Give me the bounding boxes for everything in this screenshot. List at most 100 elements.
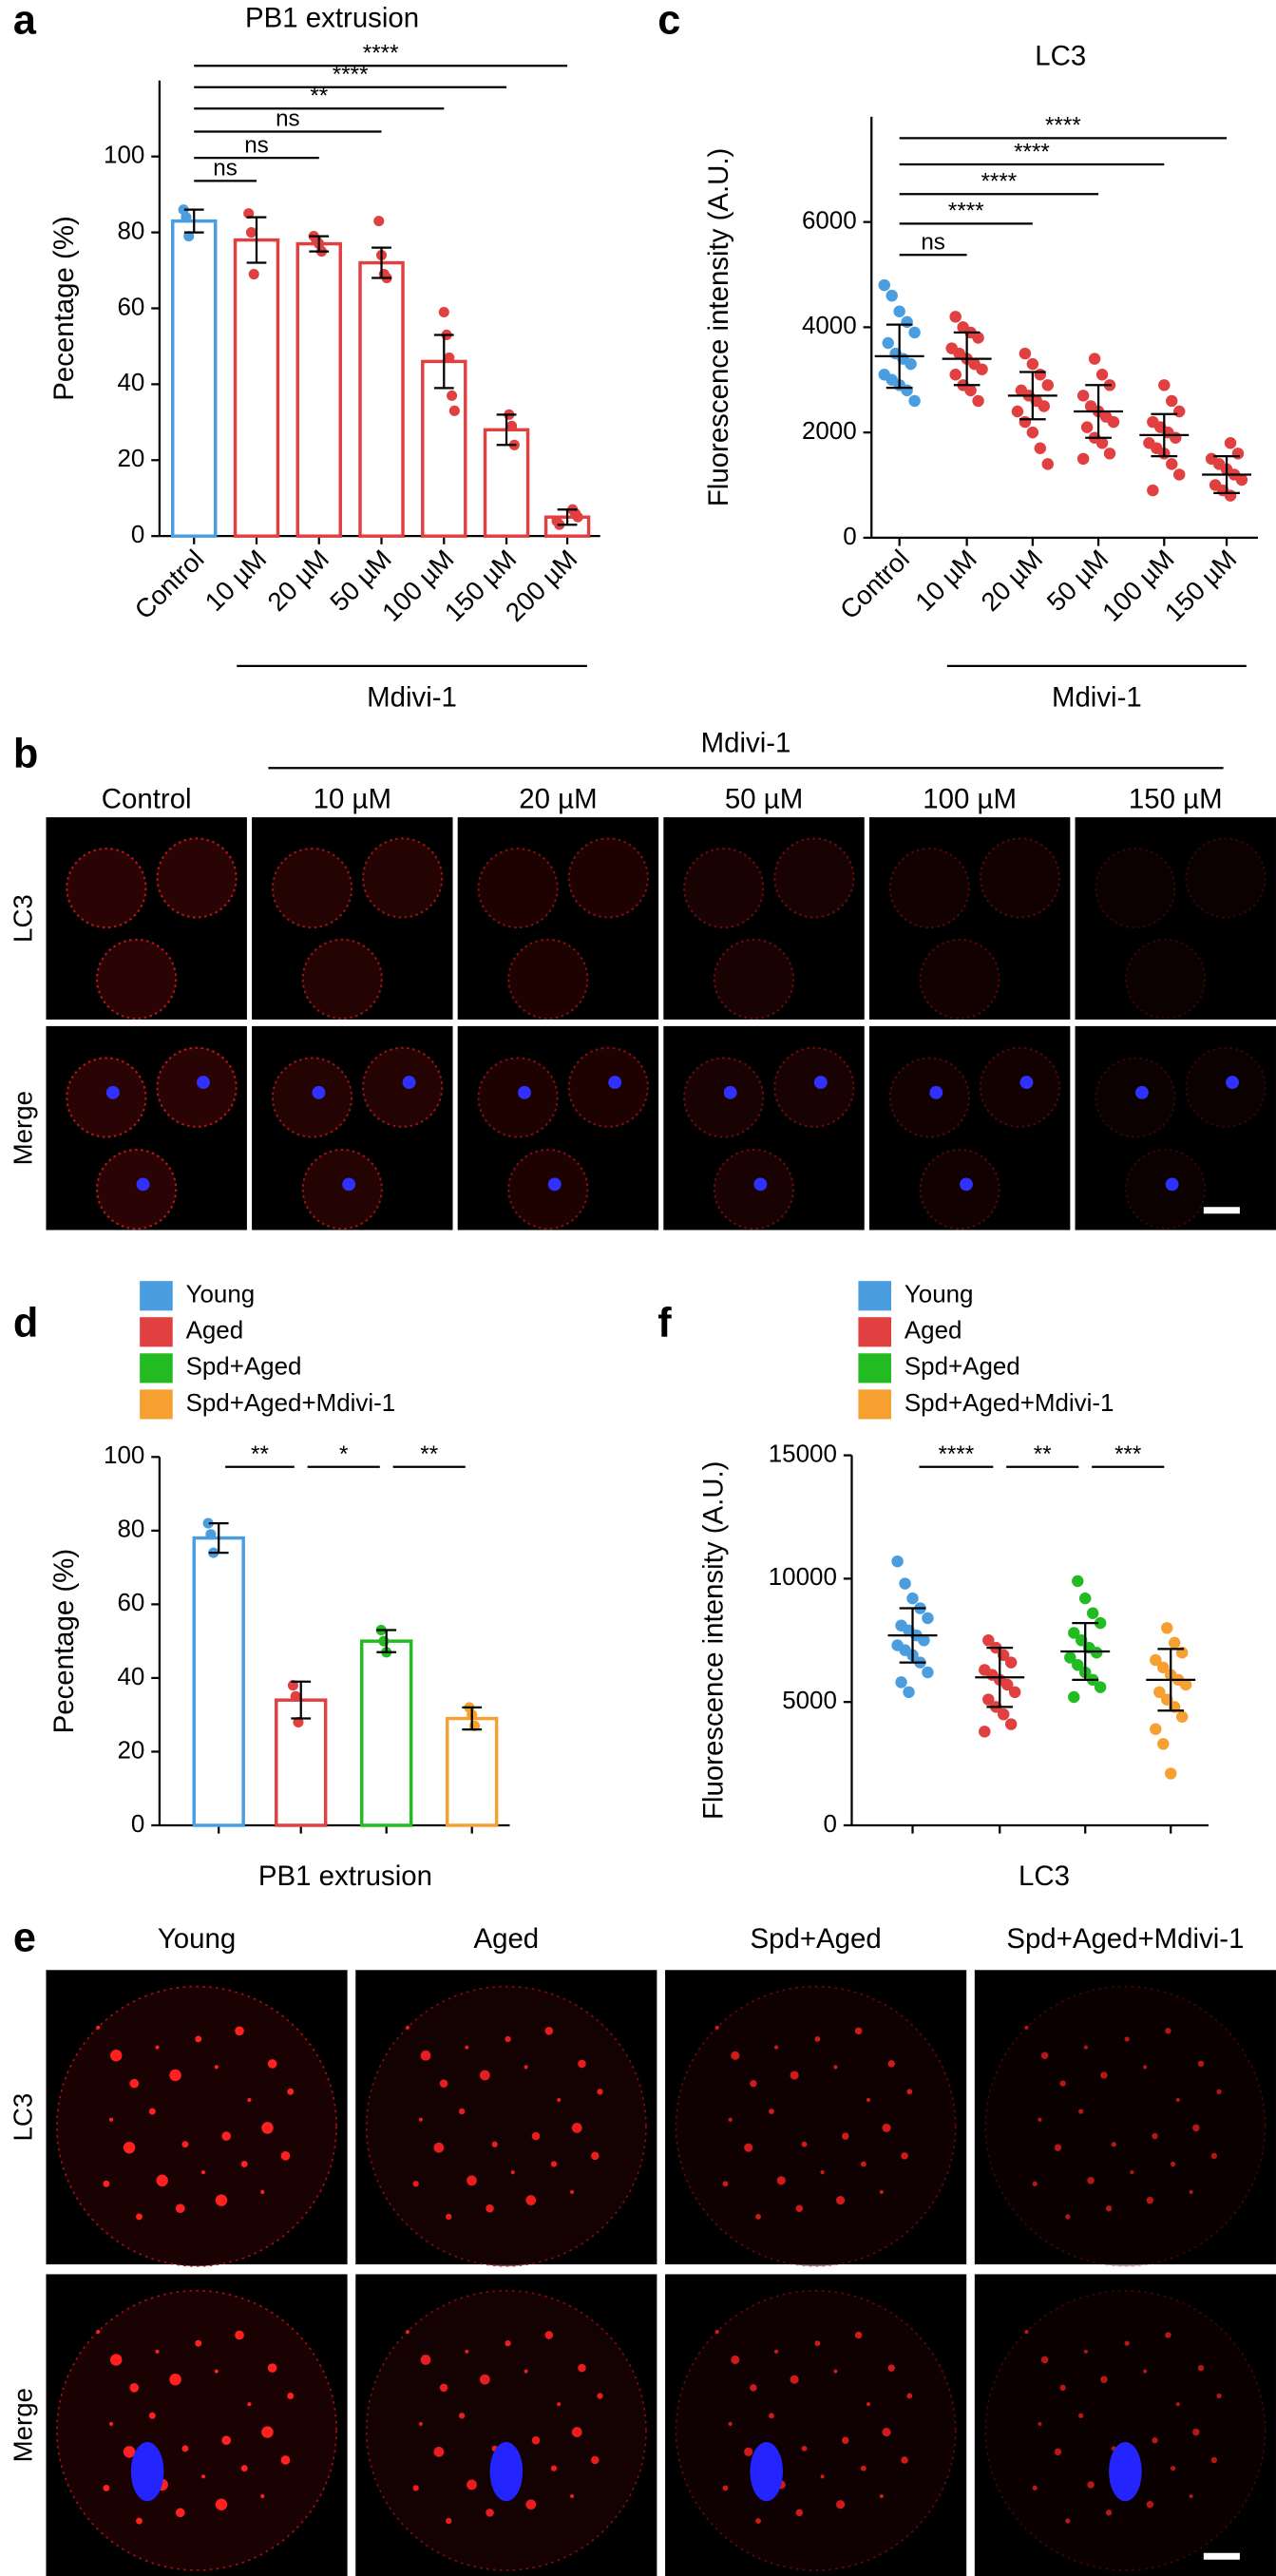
data-point <box>903 1686 915 1699</box>
data-point <box>1068 1627 1080 1639</box>
granule <box>1024 2329 1029 2335</box>
granule <box>597 2089 603 2095</box>
oocyte <box>984 2289 1266 2571</box>
granule <box>836 2500 846 2509</box>
data-point <box>205 1529 217 1540</box>
significance-label: ** <box>251 1441 269 1467</box>
micrograph <box>457 1025 659 1231</box>
cell <box>301 1149 383 1231</box>
y-tick-label: 5000 <box>782 1688 837 1714</box>
granule <box>790 2375 799 2384</box>
granule <box>1143 2369 1148 2374</box>
column-label: Spd+Aged+Mdivi-1 <box>1006 1923 1244 1955</box>
data-point <box>1080 421 1094 433</box>
panel-letter: c <box>657 0 680 44</box>
legend-swatch <box>140 1389 173 1420</box>
significance-label: **** <box>981 168 1018 194</box>
sd-bar <box>986 1646 1014 1708</box>
data-point <box>899 1577 911 1590</box>
nucleus <box>1165 1177 1179 1192</box>
granule <box>491 2141 498 2147</box>
y-axis-label: Pecentage (%) <box>48 1549 80 1734</box>
granule <box>1216 2089 1222 2094</box>
y-tick-label: 6000 <box>802 207 857 234</box>
granule <box>768 2413 774 2419</box>
micrograph <box>355 1970 657 2267</box>
data-point <box>1157 1661 1170 1674</box>
granule <box>1170 2161 1176 2167</box>
cell <box>919 938 1000 1020</box>
data-point <box>444 352 455 363</box>
data-point <box>1175 1710 1189 1723</box>
granule <box>1175 2402 1180 2407</box>
granule <box>1105 2205 1113 2212</box>
granule <box>860 2465 867 2471</box>
granule <box>486 2204 494 2213</box>
granule <box>544 2331 554 2339</box>
granule <box>467 2479 477 2490</box>
bar <box>171 219 218 538</box>
bar <box>446 1716 499 1827</box>
granule <box>412 2181 419 2187</box>
data-point <box>1026 357 1039 371</box>
granule <box>214 2065 219 2070</box>
data-point <box>1034 369 1047 381</box>
data-point <box>1076 390 1090 402</box>
granule <box>1146 2196 1154 2204</box>
nucleus <box>929 1085 943 1099</box>
granule <box>1152 2437 1158 2444</box>
granule <box>1087 2481 1095 2489</box>
error-bar <box>309 235 330 253</box>
granule <box>1087 2177 1095 2185</box>
micrograph <box>457 817 659 1020</box>
data-point <box>1179 1678 1192 1691</box>
granule <box>550 2161 558 2167</box>
data-point <box>243 208 255 219</box>
granule <box>597 2393 603 2399</box>
data-point <box>982 1634 995 1647</box>
granule <box>280 2455 291 2465</box>
x-tick-label: 10 µM <box>200 544 273 617</box>
granule <box>200 2170 206 2175</box>
data-point <box>248 268 259 280</box>
granule <box>525 2195 537 2205</box>
sd-bar <box>1085 384 1112 439</box>
granule <box>458 2413 466 2419</box>
granule <box>557 2402 562 2407</box>
granule <box>240 2465 248 2472</box>
chromosomes <box>130 2441 164 2502</box>
data-point <box>1168 1636 1181 1650</box>
cell <box>66 848 147 929</box>
bar <box>358 260 405 538</box>
error-bar <box>371 246 391 279</box>
data-point <box>1019 415 1032 429</box>
image-background <box>1075 817 1276 1020</box>
y-tick-label: 60 <box>117 1590 144 1616</box>
data-point <box>882 336 894 350</box>
column-label: 10 µM <box>314 784 391 815</box>
significance-label: *** <box>1114 1441 1142 1467</box>
data-point <box>572 511 583 523</box>
data-point <box>1166 458 1178 470</box>
cell <box>96 1149 178 1231</box>
significance-label: **** <box>363 41 399 67</box>
data-point <box>183 231 195 242</box>
granule <box>181 2445 189 2452</box>
legend-label: Spd+Aged+Mdivi-1 <box>905 1390 1114 1417</box>
cell <box>773 1046 855 1128</box>
granule <box>155 2045 160 2050</box>
panel-letter: e <box>13 1916 36 1961</box>
granule <box>287 2393 295 2399</box>
nucleus <box>608 1076 622 1090</box>
micrograph <box>46 1025 247 1231</box>
data-point <box>1150 1653 1162 1667</box>
cell <box>979 1046 1061 1128</box>
granule <box>110 2354 123 2366</box>
micrograph <box>46 1970 348 2267</box>
legend-label: Spd+Aged+Mdivi-1 <box>186 1390 396 1417</box>
oocyte <box>56 2289 338 2571</box>
granule <box>148 2412 156 2419</box>
column-label: 100 µM <box>923 784 1017 815</box>
y-tick-label: 20 <box>117 446 144 472</box>
granule <box>486 2509 494 2517</box>
